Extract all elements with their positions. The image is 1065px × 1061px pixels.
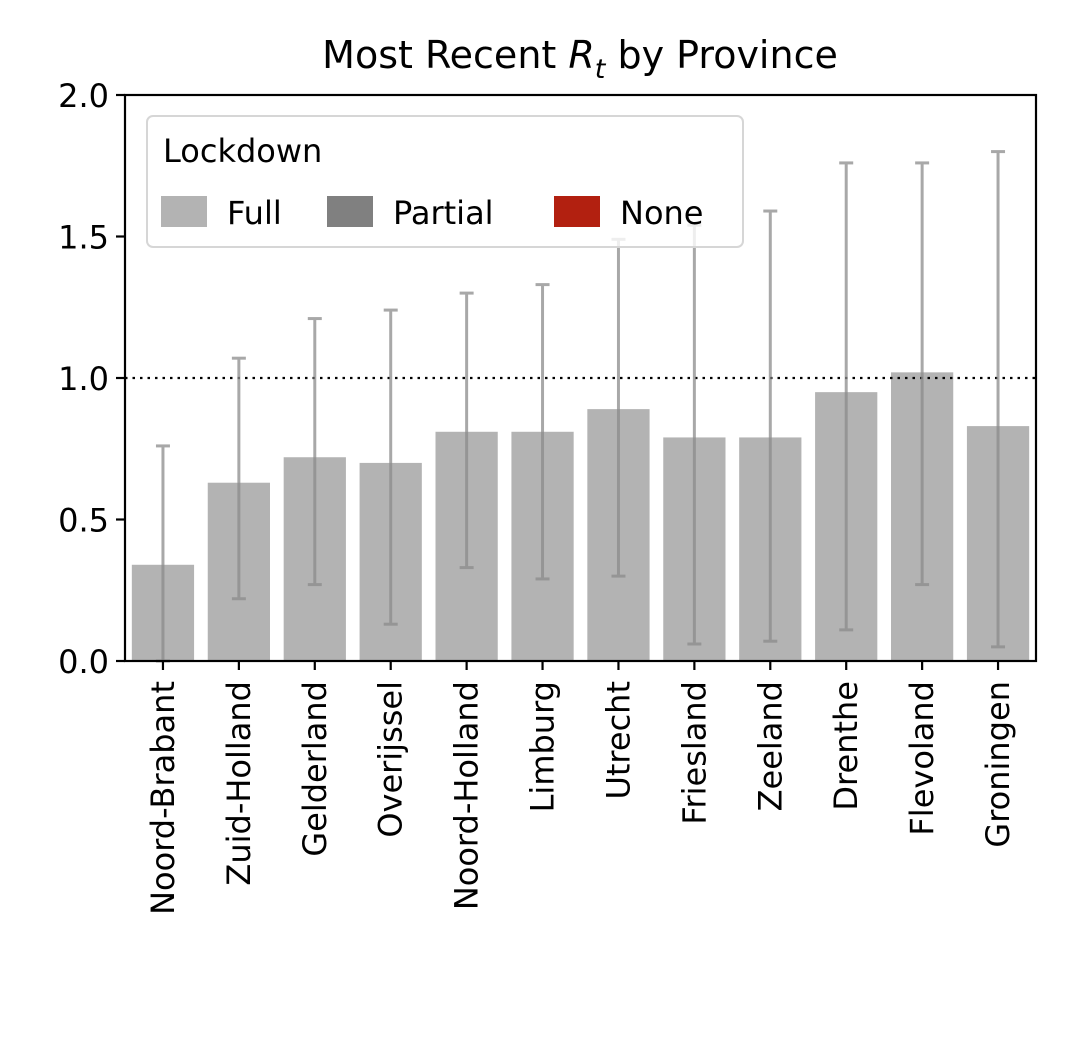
x-tick-label-groningen: Groningen [979, 681, 1017, 848]
legend-title: Lockdown [163, 132, 322, 170]
chart-title: Most Recent Rt by Province [322, 33, 838, 85]
x-tick-label-limburg: Limburg [524, 681, 562, 812]
chart-title-suffix: by Province [605, 33, 837, 77]
legend-swatch [327, 196, 373, 227]
error-bar-gelderland [307, 317, 322, 587]
y-tick-label: 1.5 [58, 219, 109, 257]
legend-entry-none: None [554, 194, 703, 232]
y-tick-label: 1.0 [58, 360, 109, 398]
error-bar-noord-holland [459, 291, 474, 570]
legend-swatch [554, 196, 600, 227]
x-tick-label-gelderland: Gelderland [296, 681, 334, 857]
legend-label: Partial [393, 194, 494, 232]
x-tick-label-utrecht: Utrecht [599, 681, 637, 800]
axes-layer: 0.0 0.5 1.0 1.5 2.0 Noord-Brabant Zuid-Holland… [58, 77, 1038, 915]
bars-layer [131, 372, 1030, 661]
chart-title-prefix: Most Recent [322, 33, 568, 77]
error-bar-zeeland [763, 209, 778, 643]
legend: Lockdown Full Partial None [146, 115, 744, 248]
x-tick-label-zeeland: Zeeland [751, 681, 789, 811]
error-bars-layer [155, 150, 1006, 663]
y-tick-label: 2.0 [58, 77, 109, 115]
error-bar-drenthe [839, 161, 854, 632]
x-tick-label-zuid-holland: Zuid-Holland [220, 681, 258, 886]
x-tick-label-flevoland: Flevoland [903, 681, 941, 836]
error-bar-overijssel [383, 308, 398, 626]
x-tick-label-drenthe: Drenthe [827, 681, 865, 811]
legend-entry-full: Full [161, 194, 282, 232]
error-bar-groningen [991, 150, 1006, 649]
y-tick-label: 0.5 [58, 502, 109, 540]
chart-title-subscript: t [595, 54, 607, 85]
chart-title-symbol: R [568, 33, 594, 77]
legend-swatch [161, 196, 207, 227]
x-tick-label-friesland: Friesland [675, 681, 713, 825]
error-bar-zuid-holland [231, 356, 246, 601]
error-bar-flevoland [915, 161, 930, 587]
x-tick-label-noord-holland: Noord-Holland [448, 681, 486, 910]
y-tick-label: 0.0 [58, 643, 109, 681]
legend-entry-partial: Partial [327, 194, 494, 232]
legend-label: None [620, 194, 703, 232]
legend-label: Full [227, 194, 282, 232]
error-bar-limburg [535, 283, 550, 581]
x-tick-label-overijssel: Overijssel [372, 681, 410, 838]
x-tick-label-noord-brabant: Noord-Brabant [144, 681, 182, 915]
